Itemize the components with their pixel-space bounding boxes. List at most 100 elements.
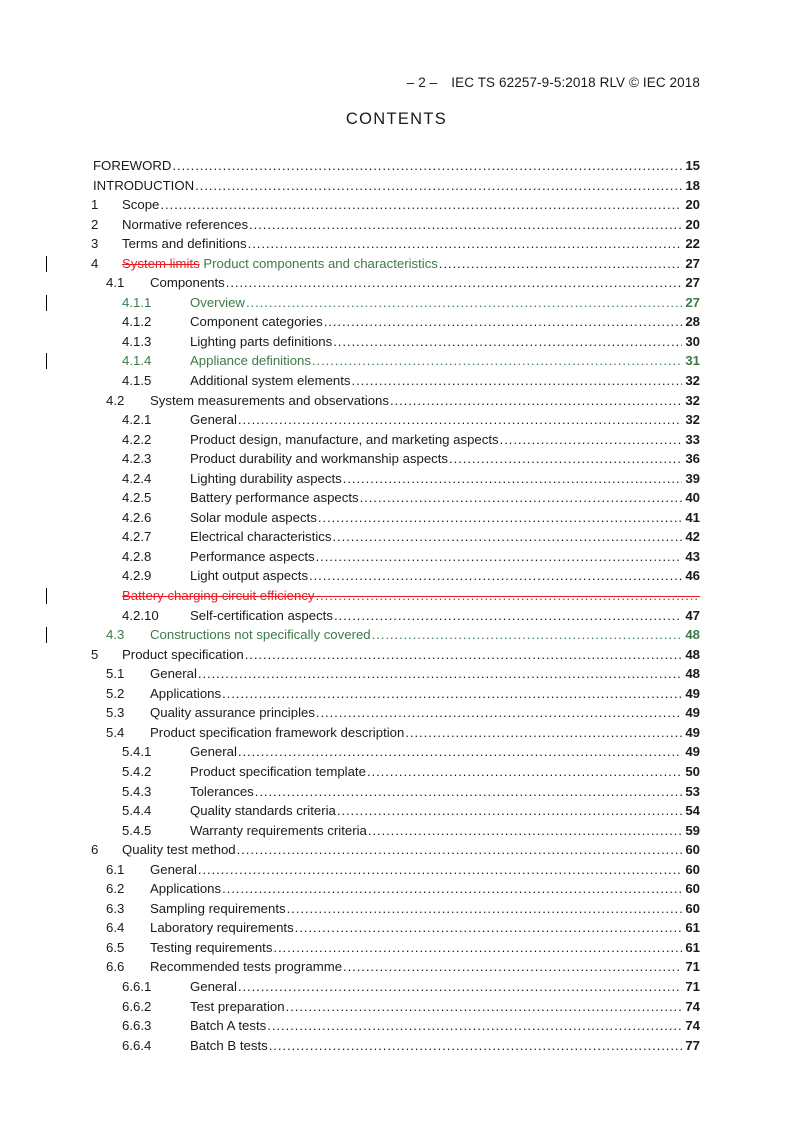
toc-label-inserted-text: Product components and characteristics	[199, 255, 438, 271]
toc-entry-page-number: 32	[685, 412, 700, 428]
toc-entry-body: Quality test method 60	[122, 840, 700, 860]
toc-entry[interactable]: 4.2.4 Lighting durability aspects 39	[0, 469, 793, 489]
toc-entry-body: General 32	[190, 410, 700, 430]
toc-entry[interactable]: 4.1.1 Overview 27	[0, 293, 793, 313]
toc-entry[interactable]: 4.2.3 Product durability and workmanship …	[0, 449, 793, 469]
toc-entry-number: 2	[91, 216, 99, 232]
toc-entry[interactable]: 3 Terms and definitions 22	[0, 234, 793, 254]
toc-dot-leader	[267, 1016, 682, 1036]
toc-entry[interactable]: 6.2 Applications 60	[0, 879, 793, 899]
toc-entry[interactable]: FOREWORD 15	[0, 156, 793, 176]
toc-entry-label: Warranty requirements criteria	[190, 822, 367, 838]
toc-entry-body: Batch B tests 77	[190, 1036, 700, 1056]
toc-entry-number: 6.6	[106, 959, 125, 975]
toc-entry[interactable]: 4.1.5 Additional system elements 32	[0, 371, 793, 391]
toc-entry[interactable]: 6.6.2 Test preparation 74	[0, 997, 793, 1017]
toc-entry-body: Component categories 28	[190, 312, 700, 332]
toc-dot-leader	[222, 684, 682, 704]
toc-entry[interactable]: 5.4.4 Quality standards criteria 54	[0, 801, 793, 821]
toc-entry-number: 4.2.4	[122, 470, 152, 486]
toc-entry[interactable]: 6.6.4 Batch B tests 77	[0, 1036, 793, 1056]
toc-entry-number: 4.2.9	[122, 568, 152, 584]
toc-entry[interactable]: 5.4.1 General 49	[0, 742, 793, 762]
toc-entry-label: Scope	[122, 197, 160, 213]
toc-entry[interactable]: 4.2.7 Electrical characteristics 42	[0, 527, 793, 547]
toc-entry[interactable]: 4.2.10 Self-certification aspects 47	[0, 606, 793, 626]
toc-entry[interactable]: 5 Product specification 48	[0, 645, 793, 665]
toc-entry[interactable]: 4.2.5 Battery performance aspects 40	[0, 488, 793, 508]
toc-entry[interactable]: 6.3 Sampling requirements 60	[0, 899, 793, 919]
toc-entry[interactable]: 5.2 Applications 49	[0, 684, 793, 704]
toc-entry[interactable]: 4.2.9 Light output aspects 46	[0, 566, 793, 586]
toc-entry-body: Quality standards criteria 54	[190, 801, 700, 821]
toc-entry-label: Terms and definitions	[122, 236, 247, 252]
toc-entry-label: Laboratory requirements	[150, 920, 294, 936]
toc-dot-leader	[238, 742, 682, 762]
toc-entry[interactable]: 6.4 Laboratory requirements 61	[0, 918, 793, 938]
toc-entry-number: 4.2.2	[122, 431, 152, 447]
toc-entry-page-number: 60	[685, 900, 700, 916]
toc-entry[interactable]: 4 System limits Product components and ch…	[0, 254, 793, 274]
toc-entry[interactable]: 6 Quality test method 60	[0, 840, 793, 860]
toc-dot-leader	[238, 977, 682, 997]
toc-entry[interactable]: 4.2.8 Performance aspects 43	[0, 547, 793, 567]
toc-entry[interactable]: 6.1 General 60	[0, 860, 793, 880]
toc-entry-number: 6.4	[106, 920, 125, 936]
toc-entry-label: General	[190, 412, 237, 428]
toc-entry-number: 5.4.1	[122, 744, 152, 760]
toc-entry-number: 6.1	[106, 861, 125, 877]
toc-entry-number: 6.3	[106, 900, 125, 916]
toc-dot-leader	[312, 351, 682, 371]
toc-entry-page-number: 48	[685, 646, 700, 662]
toc-entry[interactable]: 4.1.3 Lighting parts definitions 30	[0, 332, 793, 352]
toc-dot-leader	[238, 410, 682, 430]
toc-entry[interactable]: 4.2.2 Product design, manufacture, and ma…	[0, 430, 793, 450]
toc-entry[interactable]: 5.4.2 Product specification template 50	[0, 762, 793, 782]
toc-entry-body: Tolerances 53	[190, 782, 700, 802]
document-reference: IEC TS 62257-9-5:2018 RLV © IEC 2018	[451, 75, 700, 90]
toc-entry-body: Scope 20	[122, 195, 700, 215]
change-bar-marker	[46, 353, 47, 370]
toc-entry[interactable]: INTRODUCTION 18	[0, 176, 793, 196]
toc-entry[interactable]: Battery charging circuit efficiency	[0, 586, 793, 606]
toc-dot-leader	[324, 312, 682, 332]
toc-entry[interactable]: 6.6 Recommended tests programme 71	[0, 957, 793, 977]
toc-entry-label: System limits Product components and cha…	[122, 254, 438, 274]
toc-entry-body: Self-certification aspects 47	[190, 606, 700, 626]
toc-entry[interactable]: 5.4 Product specification framework descr…	[0, 723, 793, 743]
toc-entry[interactable]: 5.1 General 48	[0, 664, 793, 684]
toc-entry-number: 5.1	[106, 666, 125, 682]
toc-entry[interactable]: 5.4.5 Warranty requirements criteria 59	[0, 821, 793, 841]
toc-entry-number: 4.2.10	[122, 607, 159, 623]
toc-entry-number: 4.2.6	[122, 509, 152, 525]
toc-entry-label: Solar module aspects	[190, 509, 317, 525]
toc-entry-page-number: 41	[685, 509, 700, 525]
toc-entry[interactable]: 2 Normative references 20	[0, 215, 793, 235]
toc-entry-page-number: 49	[685, 685, 700, 701]
toc-entry-page-number: 47	[685, 607, 700, 623]
toc-entry-page-number: 33	[685, 431, 700, 447]
toc-entry[interactable]: 6.6.3 Batch A tests 74	[0, 1016, 793, 1036]
toc-entry[interactable]: 5.3 Quality assurance principles 49	[0, 703, 793, 723]
toc-entry[interactable]: 5.4.3 Tolerances 53	[0, 782, 793, 802]
toc-entry[interactable]: 1 Scope 20	[0, 195, 793, 215]
toc-entry-number: 4	[91, 255, 99, 271]
toc-entry-label: Product durability and workmanship aspec…	[190, 451, 449, 467]
toc-entry[interactable]: 6.5 Testing requirements 61	[0, 938, 793, 958]
toc-entry[interactable]: 4.2.1 General 32	[0, 410, 793, 430]
toc-entry-number: 5.4	[106, 724, 125, 740]
toc-entry-body: Sampling requirements 60	[150, 899, 700, 919]
toc-entry-page-number: 43	[685, 548, 700, 564]
toc-entry[interactable]: 4.1.4 Appliance definitions 31	[0, 351, 793, 371]
toc-entry[interactable]: 4.2 System measurements and observations 3…	[0, 391, 793, 411]
toc-entry[interactable]: 4.3 Constructions not specifically covere…	[0, 625, 793, 645]
toc-entry-page-number: 74	[685, 998, 700, 1014]
toc-entry-label: General	[190, 744, 237, 760]
toc-entry[interactable]: 6.6.1 General 71	[0, 977, 793, 997]
toc-entry[interactable]: 4.1.2 Component categories 28	[0, 312, 793, 332]
toc-entry-label: Light output aspects	[190, 568, 309, 584]
toc-entry-label: Component categories	[190, 314, 323, 330]
toc-entry[interactable]: 4.2.6 Solar module aspects 41	[0, 508, 793, 528]
change-bar-marker	[46, 294, 47, 311]
toc-entry[interactable]: 4.1 Components 27	[0, 273, 793, 293]
